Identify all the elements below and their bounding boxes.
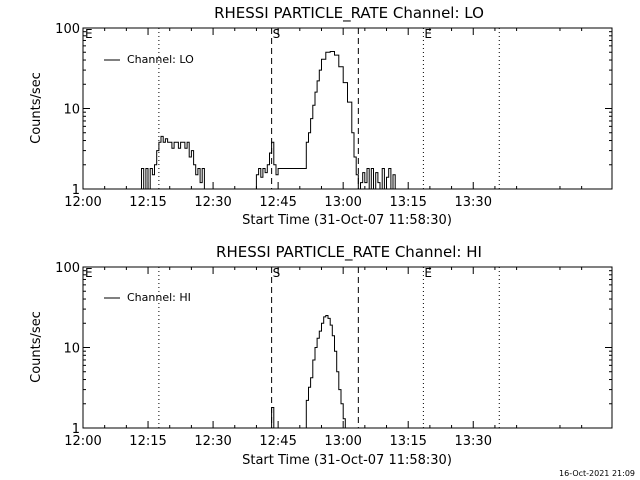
panel-hi: RHESSI PARTICLE_RATE Channel: HI Counts/… bbox=[29, 243, 613, 468]
series-line bbox=[139, 51, 396, 190]
panel-lo: RHESSI PARTICLE_RATE Channel: LO Counts/… bbox=[29, 4, 613, 228]
x-tick-label: 12:45 bbox=[259, 434, 296, 449]
x-axis-label: Start Time (31-Oct-07 11:58:30) bbox=[242, 213, 452, 228]
event-marker-label: E bbox=[424, 266, 432, 280]
legend-label: Channel: HI bbox=[127, 291, 191, 304]
timestamp-footer: 16-Oct-2021 21:09 bbox=[559, 469, 635, 478]
x-axis-label: Start Time (31-Oct-07 11:58:30) bbox=[242, 453, 452, 468]
x-tick-label: 12:30 bbox=[194, 434, 231, 449]
event-marker-label: E bbox=[85, 266, 93, 280]
series-line bbox=[269, 315, 346, 429]
x-tick-label: 13:15 bbox=[389, 195, 426, 210]
x-tick-label: 12:15 bbox=[129, 195, 166, 210]
x-tick-label: 12:45 bbox=[259, 195, 296, 210]
event-marker-label: E bbox=[424, 27, 432, 41]
y-tick-label: 1 bbox=[72, 422, 80, 437]
event-marker-label: S bbox=[273, 27, 281, 41]
y-tick-label: 10 bbox=[63, 103, 80, 118]
chart-title: RHESSI PARTICLE_RATE Channel: LO bbox=[214, 4, 484, 23]
y-tick-label: 100 bbox=[55, 22, 80, 37]
y-axis-label: Counts/sec bbox=[29, 72, 44, 144]
x-tick-label: 12:30 bbox=[194, 195, 231, 210]
x-tick-label: 13:15 bbox=[389, 434, 426, 449]
event-marker-label: S bbox=[273, 266, 281, 280]
x-tick-label: 13:30 bbox=[455, 434, 492, 449]
y-tick-label: 10 bbox=[63, 342, 80, 357]
y-tick-label: 1 bbox=[72, 183, 80, 198]
x-tick-label: 12:00 bbox=[64, 195, 101, 210]
y-tick-label: 100 bbox=[55, 261, 80, 276]
x-tick-label: 13:00 bbox=[324, 434, 361, 449]
x-tick-label: 13:30 bbox=[455, 195, 492, 210]
x-tick-label: 12:15 bbox=[129, 434, 166, 449]
y-axis-label: Counts/sec bbox=[29, 311, 44, 383]
chart-title: RHESSI PARTICLE_RATE Channel: HI bbox=[216, 243, 482, 262]
x-tick-label: 13:00 bbox=[324, 195, 361, 210]
event-marker-label: E bbox=[85, 27, 93, 41]
x-tick-label: 12:00 bbox=[64, 434, 101, 449]
legend-label: Channel: LO bbox=[127, 53, 194, 66]
